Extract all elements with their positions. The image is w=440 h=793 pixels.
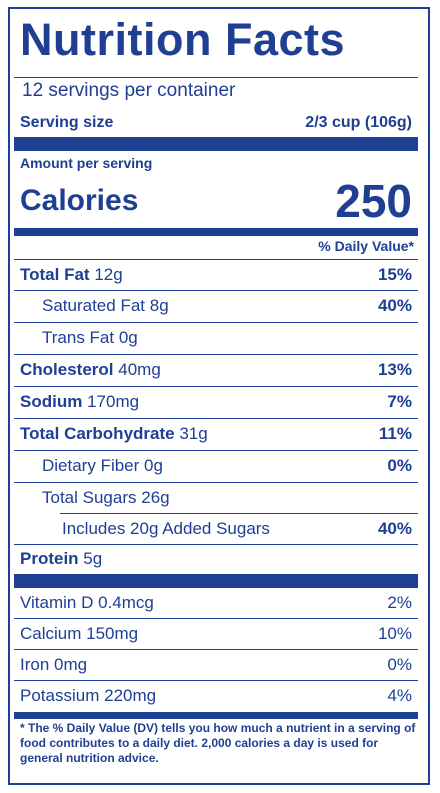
nutrient-dv: 15% — [377, 265, 412, 284]
vitamin-dv: 10% — [377, 624, 412, 643]
vitamin-dv: 4% — [387, 686, 412, 705]
nutrition-facts-label — [8, 7, 430, 785]
vitamin-dv: 0% — [387, 655, 412, 674]
vitamin-row-iron: Iron 0mg 0% — [14, 650, 418, 680]
rule — [14, 544, 418, 545]
medium-divider — [14, 228, 418, 236]
rule — [14, 482, 418, 483]
vitamin-name: Potassium — [20, 686, 100, 705]
nutrient-amount: 0g — [118, 328, 138, 347]
vitamin-row-calcium: Calcium 150mg 10% — [14, 619, 418, 649]
nutrient-row-added-sugars: Includes 20g Added Sugars 40% — [14, 514, 418, 544]
nutrient-amount: 12g — [94, 265, 123, 284]
rule — [60, 513, 418, 514]
nutrient-name: Total Sugars — [42, 488, 137, 507]
calories-row: Calories 250 — [14, 175, 418, 227]
nutrient-row-dietary-fiber: Dietary Fiber 0g 0% — [14, 451, 418, 481]
calories-label: Calories — [20, 184, 139, 217]
nutrient-amount: 40mg — [118, 360, 161, 379]
nutrient-dv: 7% — [387, 392, 412, 411]
nutrient-amount: 5g — [83, 549, 103, 568]
footnote-divider — [14, 712, 418, 719]
nutrient-row-protein: Protein 5g — [14, 544, 418, 574]
nutrient-name: Dietary Fiber — [42, 456, 140, 475]
nutrient-name: Saturated Fat — [42, 296, 146, 315]
nutrient-row-saturated-fat: Saturated Fat 8g 40% — [14, 291, 418, 321]
nutrient-amount: 31g — [179, 424, 208, 443]
nutrient-row-total-fat: Total Fat 12g 15% — [14, 260, 418, 290]
nutrient-name: Trans Fat — [42, 328, 115, 347]
nutrient-name: Total Carbohydrate — [20, 424, 175, 443]
nutrient-row-sodium: Sodium 170mg 7% — [14, 387, 418, 417]
vitamin-amount: 220mg — [104, 686, 157, 705]
vitamin-amount: 150mg — [86, 624, 139, 643]
nutrient-row-trans-fat: Trans Fat 0g — [14, 323, 418, 353]
rule — [14, 290, 418, 291]
nutrient-name: Sodium — [20, 392, 83, 411]
footnote: * The % Daily Value (DV) tells you how m… — [20, 721, 416, 765]
vitamin-row-potassium: Potassium 220mg 4% — [14, 681, 418, 711]
vitamin-amount: 0mg — [54, 655, 88, 674]
nutrient-row-cholesterol: Cholesterol 40mg 13% — [14, 355, 418, 385]
label-title: Nutrition Facts — [20, 14, 346, 65]
serving-size-value: 2/3 cup (106g) — [305, 114, 412, 131]
rule — [14, 618, 418, 619]
daily-value-header: % Daily Value* — [318, 238, 414, 254]
vitamin-name: Vitamin D — [20, 593, 94, 612]
rule — [14, 386, 418, 387]
title-rule — [14, 77, 418, 78]
servings-per-container: 12 servings per container — [22, 80, 236, 101]
nutrient-amount: 26g — [141, 488, 170, 507]
serving-size-row: Serving size 2/3 cup (106g) — [14, 108, 418, 138]
rule — [14, 418, 418, 419]
rule — [14, 259, 418, 260]
nutrient-name: Protein — [20, 549, 79, 568]
rule — [14, 680, 418, 681]
vitamin-amount: 0.4mcg — [98, 593, 154, 612]
thick-divider — [14, 137, 418, 151]
nutrient-name: Total Fat — [20, 265, 90, 284]
nutrient-name: Cholesterol — [20, 360, 114, 379]
calories-value: 250 — [335, 175, 412, 227]
nutrient-dv: 11% — [378, 424, 412, 443]
rule — [14, 450, 418, 451]
nutrient-row-total-sugars: Total Sugars 26g — [14, 483, 418, 513]
nutrient-row-total-carbohydrate: Total Carbohydrate 31g 11% — [14, 419, 418, 449]
thick-divider-vitamins — [14, 574, 418, 588]
serving-size-label: Serving size — [20, 114, 114, 131]
rule — [14, 354, 418, 355]
nutrient-dv: 40% — [377, 519, 412, 538]
vitamin-name: Iron — [20, 655, 50, 674]
nutrient-amount: 170mg — [87, 392, 140, 411]
nutrient-dv: 40% — [377, 296, 412, 315]
vitamin-name: Calcium — [20, 624, 82, 643]
vitamin-dv: 2% — [387, 593, 412, 612]
rule — [14, 322, 418, 323]
amount-per-serving: Amount per serving — [20, 155, 153, 171]
nutrient-dv: 0% — [387, 456, 412, 475]
nutrient-amount: 8g — [149, 296, 169, 315]
nutrient-amount: 0g — [144, 456, 163, 475]
vitamin-row-vitamin-d: Vitamin D 0.4mcg 2% — [14, 588, 418, 618]
nutrient-dv: 13% — [377, 360, 412, 379]
nutrient-name: Includes 20g Added Sugars — [62, 519, 270, 538]
rule — [14, 649, 418, 650]
